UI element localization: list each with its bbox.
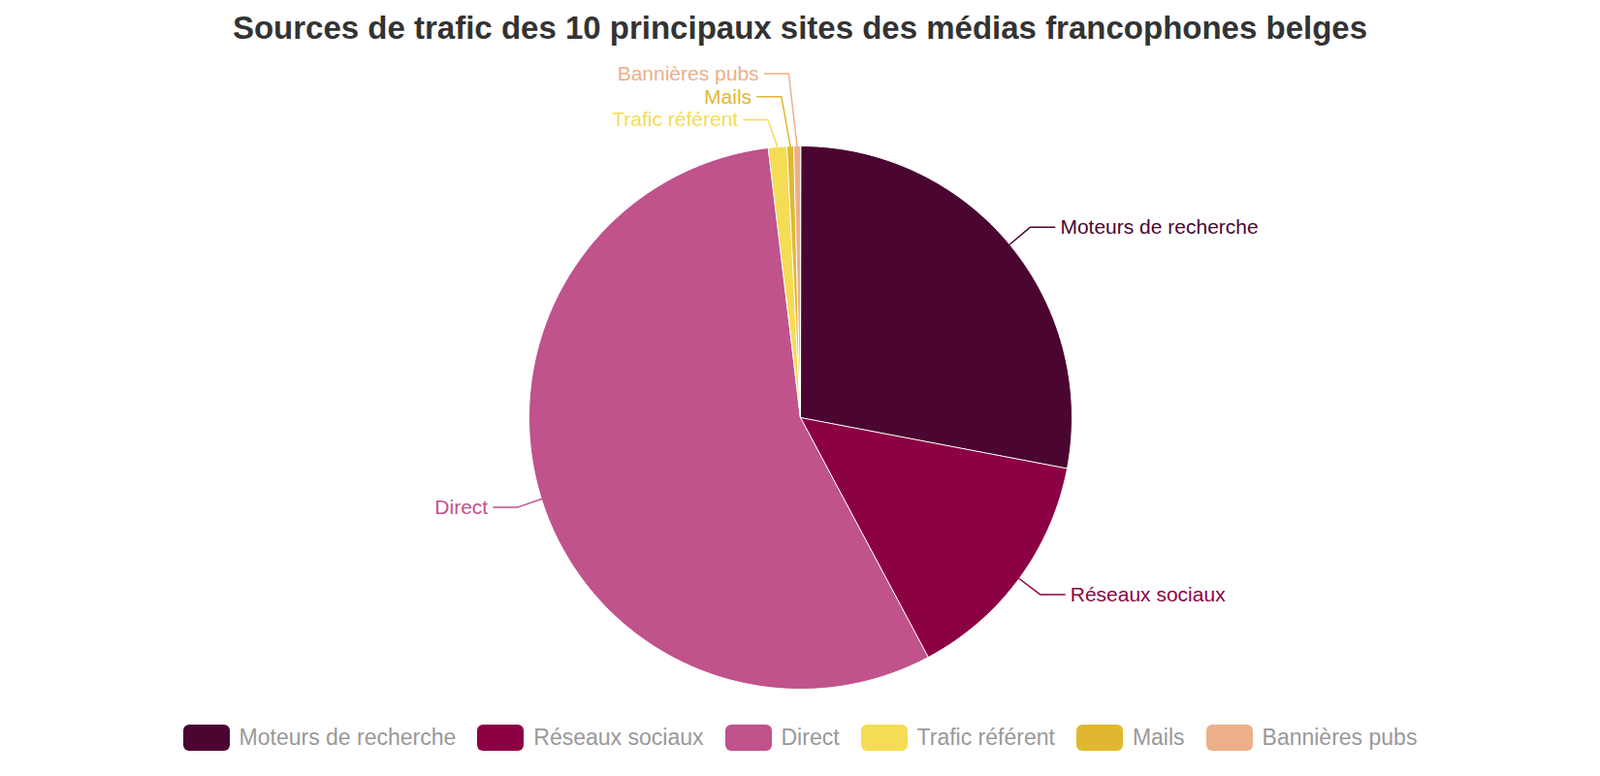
html-text:Moteurs de recherche: Moteurs de recherche: [239, 723, 457, 750]
svg-text:Trafic référent: Trafic référent: [611, 107, 738, 130]
svg-text:Direct: Direct: [434, 495, 488, 518]
html-text:Mails: Mails: [1132, 723, 1185, 750]
svg-text:Moteurs de recherche: Moteurs de recherche: [1059, 215, 1258, 238]
html-text:Réseaux sociaux: Réseaux sociaux: [533, 723, 704, 750]
svg-text:Réseaux sociaux: Réseaux sociaux: [1070, 582, 1226, 606]
html-text:Direct: Direct: [781, 723, 840, 750]
html-text:Trafic référent: Trafic référent: [916, 723, 1055, 750]
svg-text:Mails: Mails: [704, 85, 752, 108]
svg-text:Bannières pubs: Bannières pubs: [617, 62, 760, 85]
html-text:Bannières pubs: Bannières pubs: [1262, 723, 1418, 750]
html-text:Sources de trafic des 10 princ: Sources de trafic des 10 principaux site…: [232, 9, 1368, 46]
